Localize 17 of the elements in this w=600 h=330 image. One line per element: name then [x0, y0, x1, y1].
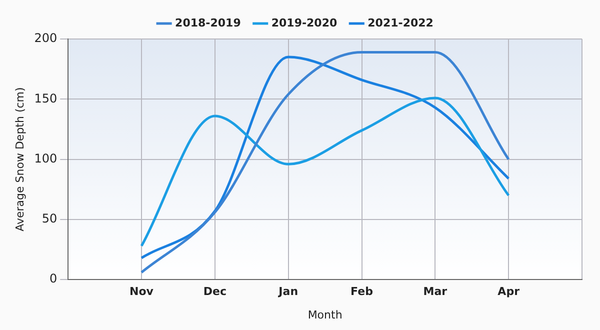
y-tick-label: 50: [42, 212, 58, 226]
y-tick-label: 150: [34, 91, 58, 106]
y-tick-label: 100: [34, 151, 58, 166]
x-tick-label: Jan: [278, 285, 298, 298]
x-tick-label: Feb: [350, 285, 374, 298]
y-axis-title: Average Snow Depth (cm): [13, 87, 26, 232]
legend-label: 2019-2020: [271, 16, 338, 30]
x-tick-label: Apr: [498, 285, 520, 298]
x-tick-label: Dec: [203, 285, 226, 298]
line-series: [140, 96, 510, 248]
y-tick-label: 0: [49, 272, 58, 286]
legend-label: 2018-2019: [175, 16, 241, 30]
y-tick-label: 200: [34, 31, 58, 46]
x-tick-label: Nov: [130, 285, 154, 298]
x-tick-label: Mar: [423, 285, 448, 298]
x-axis-title: Month: [308, 308, 342, 322]
legend-label: 2021-2022: [368, 16, 434, 30]
